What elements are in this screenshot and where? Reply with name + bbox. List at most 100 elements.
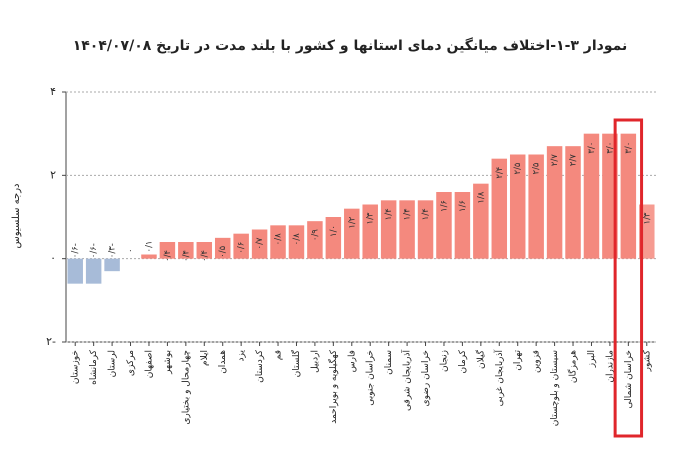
bar <box>344 208 360 259</box>
bar <box>196 242 213 259</box>
y-tick-label: ۰ <box>50 252 56 265</box>
bar <box>546 146 563 259</box>
bar <box>325 217 342 259</box>
bar <box>528 154 544 259</box>
value-label: ۱/۳ <box>366 212 376 224</box>
x-tick-label: کشور <box>642 349 652 372</box>
bar <box>399 200 415 259</box>
bar <box>288 225 305 259</box>
x-tick-label: کرمان <box>458 349 468 373</box>
x-tick-label: خراسان رضوی <box>421 350 431 406</box>
value-label: ۰/۸ <box>274 233 284 245</box>
y-tick-label: ۴ <box>50 85 56 98</box>
bar <box>104 258 120 272</box>
x-tick-label: گلستان <box>290 349 302 377</box>
value-label: ۰ <box>126 248 136 253</box>
x-tick-label: ایلام <box>200 350 210 366</box>
x-tick-label: بوشهر <box>163 350 173 375</box>
value-label: ۲/۷ <box>569 154 579 166</box>
value-label: ۲/۷ <box>550 154 560 166</box>
x-tick-label: کهگیلویه و بویراحمد <box>327 349 339 423</box>
bar <box>620 133 637 259</box>
bar <box>251 229 268 259</box>
x-tick-label: زنجان <box>439 350 449 372</box>
bar <box>436 192 452 259</box>
x-tick-label: البرز <box>587 350 597 368</box>
x-tick-label: یزد <box>237 350 247 362</box>
x-tick-label: آذربایجان غربی <box>493 350 505 407</box>
value-label: ۰/۵ <box>218 245 228 257</box>
value-label: ۰/۶- <box>71 243 81 258</box>
bar <box>233 233 249 259</box>
value-label: ۱/۴ <box>403 208 413 220</box>
x-tick-label: اصفهان <box>144 350 154 378</box>
value-label: ۰/۶- <box>89 243 99 258</box>
x-tick-label: هرمزگان <box>567 350 579 383</box>
bar <box>583 133 600 259</box>
x-tick-label: آذربایجان شرقی <box>401 350 413 411</box>
bar <box>509 154 526 259</box>
x-tick-label: گیلان <box>474 349 486 369</box>
value-label: ۱/۴ <box>421 208 431 220</box>
value-label: ۰/۸ <box>292 233 302 245</box>
bar <box>214 237 231 259</box>
x-tick-label: همدان <box>218 350 228 374</box>
value-label: ۲/۵ <box>513 162 523 174</box>
bar <box>380 200 397 259</box>
value-label: ۰/۱ <box>144 241 154 253</box>
x-tick-label: تهران <box>513 350 523 371</box>
x-tick-label: فارس <box>347 350 357 372</box>
x-tick-label: مرکزی <box>126 350 136 376</box>
value-label: ۰/۴ <box>181 250 191 262</box>
value-label: ۱/۳ <box>642 212 652 224</box>
value-label: ۰/۴ <box>200 250 210 262</box>
x-tick-label: لرستان <box>108 350 118 377</box>
x-tick-label: چهارمحال و بختیاری <box>181 350 191 425</box>
value-label: ۱/۴ <box>384 208 394 220</box>
x-tick-label: سیستان و بلوچستان <box>550 350 560 426</box>
x-tick-label: قزوین <box>532 350 542 373</box>
value-label: ۱/۶ <box>439 200 449 212</box>
value-label: ۳/۰ <box>605 142 615 154</box>
value-label: ۰/۷ <box>255 237 265 249</box>
value-label: ۱/۶ <box>458 200 468 212</box>
y-tick-label: ۲- <box>46 335 56 348</box>
value-label: ۳/۰ <box>624 142 634 154</box>
x-tick-label: اردبیل <box>310 350 320 373</box>
x-tick-label: سمنان <box>384 350 394 375</box>
x-tick-label: خوزستان <box>71 350 81 384</box>
value-label: ۱/۸ <box>476 191 486 203</box>
bar <box>491 158 508 259</box>
value-label: ۰/۹ <box>310 229 320 241</box>
bar <box>307 221 323 259</box>
bar <box>159 242 176 259</box>
x-tick-label: مازندران <box>605 350 615 383</box>
bar <box>178 242 194 259</box>
chart-title: نمودار ۳-۱-اختلاف میانگین دمای استانها و… <box>73 37 628 54</box>
highlight-box <box>613 118 644 438</box>
value-label: ۰/۶ <box>237 242 247 254</box>
x-tick-label: قم <box>274 350 284 360</box>
bar <box>473 183 489 259</box>
value-label: ۲/۵ <box>532 162 542 174</box>
value-label: ۱/۰ <box>329 225 339 237</box>
bar <box>67 258 83 284</box>
x-tick-label: کرمانشاه <box>89 349 99 385</box>
bar <box>85 258 102 284</box>
y-tick-label: ۲ <box>50 168 56 181</box>
bar <box>270 225 286 259</box>
y-axis-label: درجه سلسیوس <box>11 183 22 248</box>
bar <box>565 146 581 259</box>
x-tick-label: خراسان جنوبی <box>366 350 376 406</box>
value-label: ۰/۳- <box>108 243 118 258</box>
bar <box>417 200 434 259</box>
bar <box>454 192 471 259</box>
value-label: ۰/۴ <box>163 250 173 262</box>
value-label: ۱/۲ <box>347 216 357 228</box>
x-tick-label: کردستان <box>255 349 265 383</box>
bar <box>362 204 378 259</box>
x-tick-label: خراسان شمالی <box>624 350 634 409</box>
bar <box>141 254 157 259</box>
value-label: ۲/۴ <box>495 167 505 179</box>
